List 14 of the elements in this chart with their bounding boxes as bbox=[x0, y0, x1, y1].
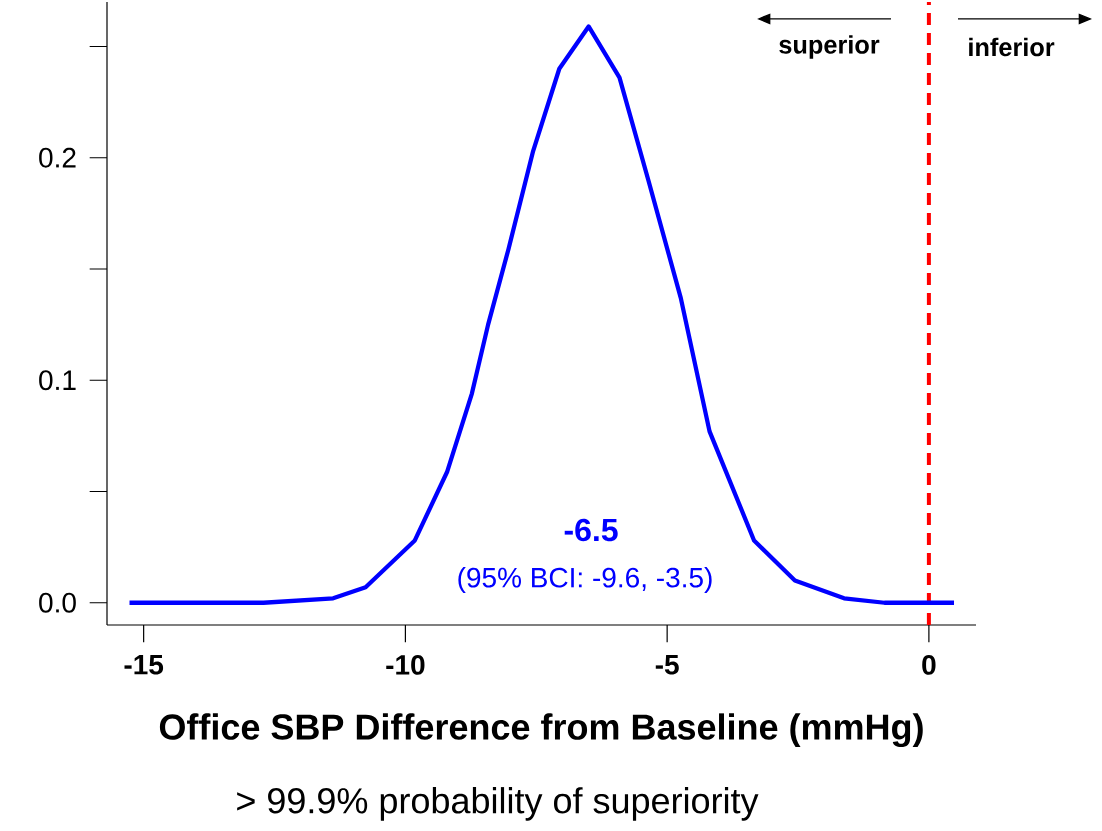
annotation: superior bbox=[779, 35, 880, 59]
x-tick-label: -5 bbox=[655, 655, 679, 675]
x-tick-label: -15 bbox=[124, 655, 164, 675]
line-series bbox=[127, 24, 957, 605]
y-tick-label: 0.2 bbox=[39, 147, 76, 168]
y-tick-label: 0.0 bbox=[39, 592, 76, 613]
x-tick-label: -10 bbox=[386, 655, 425, 675]
annotation: inferior bbox=[969, 37, 1055, 57]
x-tick-label: 0 bbox=[922, 655, 936, 675]
text: > 99.9% probability of superiority bbox=[237, 787, 759, 821]
x-axis-title: Office SBP Difference from Baseline (mmHg) bbox=[159, 713, 923, 748]
annotation: (95% BCI: -9.6, -3.5) bbox=[458, 567, 712, 594]
y-tick-label: 0.1 bbox=[39, 370, 76, 391]
annotation: -6.5 bbox=[564, 518, 618, 542]
